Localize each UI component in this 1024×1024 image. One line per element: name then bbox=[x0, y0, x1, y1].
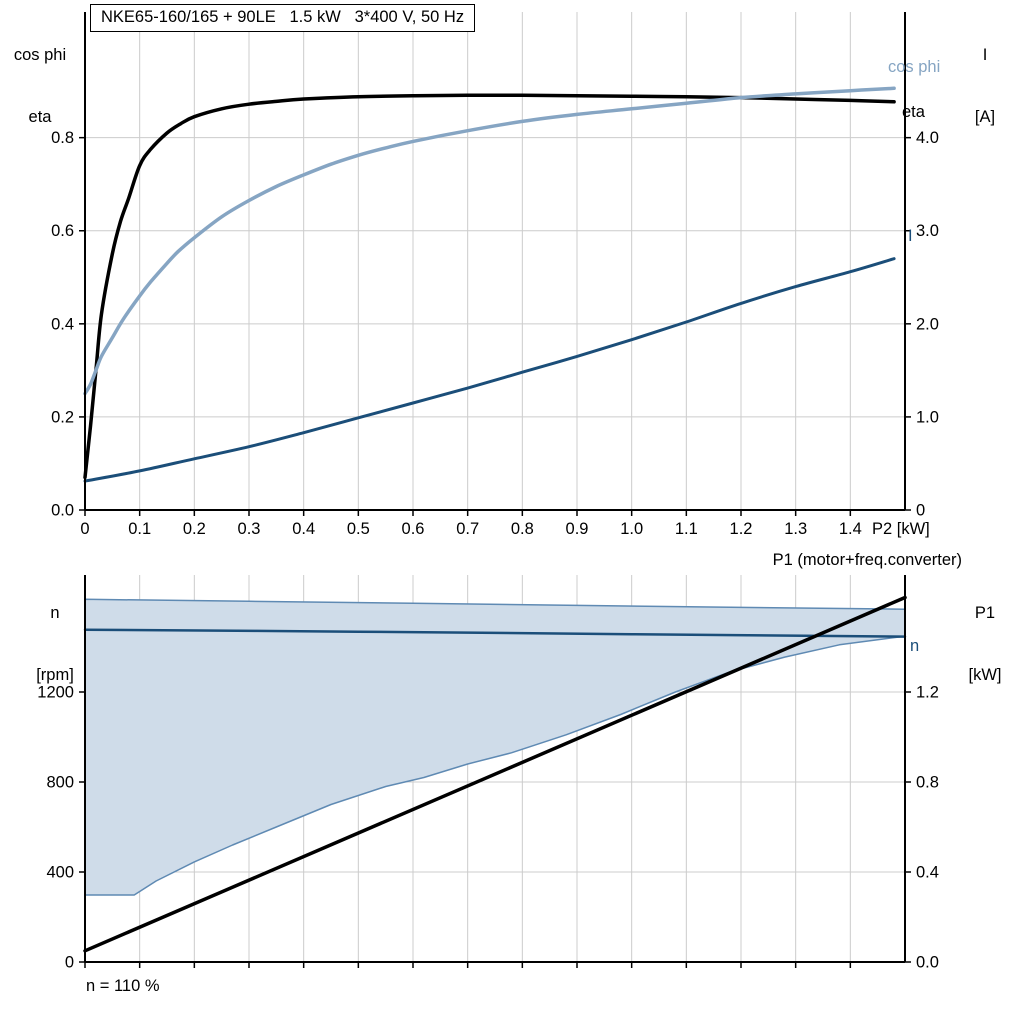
tick-label: 0 bbox=[80, 520, 89, 538]
tick-label: 0.8 bbox=[51, 129, 74, 147]
curve-label-current: I bbox=[908, 227, 913, 245]
tick-label: 0 bbox=[916, 502, 925, 520]
tick-label: 1.0 bbox=[620, 520, 643, 538]
series-i bbox=[83, 257, 896, 483]
region-speed-operating-range bbox=[84, 598, 906, 896]
tick-label: 0.7 bbox=[456, 520, 479, 538]
p1-series-caption: P1 (motor+freq.converter) bbox=[772, 551, 962, 569]
top-left-axis-title: cos phi eta bbox=[2, 4, 78, 169]
series-n bbox=[83, 628, 907, 638]
series-cos-phi bbox=[83, 86, 896, 396]
curve-label-eta: eta bbox=[902, 103, 925, 121]
speed-note: n = 110 % bbox=[86, 977, 160, 995]
curve-label-cos-phi: cos phi bbox=[888, 58, 941, 76]
tick-label: 0.1 bbox=[128, 520, 151, 538]
chart-title-box: NKE65-160/165 + 90LE 1.5 kW 3*400 V, 50 … bbox=[90, 4, 476, 32]
series-p1-motor-freq-converter- bbox=[83, 595, 907, 953]
tick-label: 0.0 bbox=[51, 502, 74, 520]
bottom-right-axis-title: P1 [kW] bbox=[952, 562, 1018, 727]
tick-label: 3.0 bbox=[916, 222, 939, 240]
tick-label: 1.0 bbox=[916, 408, 939, 426]
tick-label: 0.0 bbox=[916, 954, 939, 972]
tick-label: 1.3 bbox=[784, 520, 807, 538]
tick-label: 1.2 bbox=[730, 520, 753, 538]
axis-title-cos-phi: cos phi bbox=[13, 46, 67, 65]
x-axis-title: P2 [kW] bbox=[872, 520, 930, 538]
tick-label: 0 bbox=[65, 954, 74, 972]
tick-label: 0.8 bbox=[916, 774, 939, 792]
tick-label: 0.6 bbox=[402, 520, 425, 538]
curve-label-n: n bbox=[910, 637, 920, 655]
tick-label: 1.1 bbox=[675, 520, 698, 538]
tick-label: 400 bbox=[46, 864, 74, 882]
series-eta bbox=[83, 93, 896, 480]
axis-title-current: I bbox=[982, 46, 988, 65]
axis-title-current-unit: [A] bbox=[974, 108, 996, 127]
tick-label: 0.4 bbox=[51, 315, 74, 333]
tick-label: 2.0 bbox=[916, 315, 939, 333]
tick-label: 0.4 bbox=[292, 520, 315, 538]
tick-label: 1200 bbox=[37, 684, 74, 702]
tick-label: 0.8 bbox=[511, 520, 534, 538]
tick-label: 4.0 bbox=[916, 129, 939, 147]
tick-label: 0.2 bbox=[51, 408, 74, 426]
axis-title-eta: eta bbox=[28, 108, 52, 127]
axis-title-p1-unit: [kW] bbox=[968, 666, 1002, 685]
tick-label: 800 bbox=[46, 774, 74, 792]
axis-title-n: n bbox=[50, 604, 60, 623]
tick-label: 0.9 bbox=[566, 520, 589, 538]
tick-label: 0.5 bbox=[347, 520, 370, 538]
axis-title-n-unit: [rpm] bbox=[36, 666, 74, 685]
tick-label: 1.2 bbox=[916, 684, 939, 702]
tick-label: 0.6 bbox=[51, 222, 74, 240]
bottom-left-axis-title: n [rpm] bbox=[22, 562, 88, 727]
tick-label: 0.3 bbox=[238, 520, 261, 538]
tick-label: 0.4 bbox=[916, 864, 939, 882]
axis-title-p1: P1 bbox=[974, 604, 996, 623]
tick-label: 0.2 bbox=[183, 520, 206, 538]
top-right-axis-title: I [A] bbox=[952, 4, 1018, 169]
tick-label: 1.4 bbox=[839, 520, 862, 538]
